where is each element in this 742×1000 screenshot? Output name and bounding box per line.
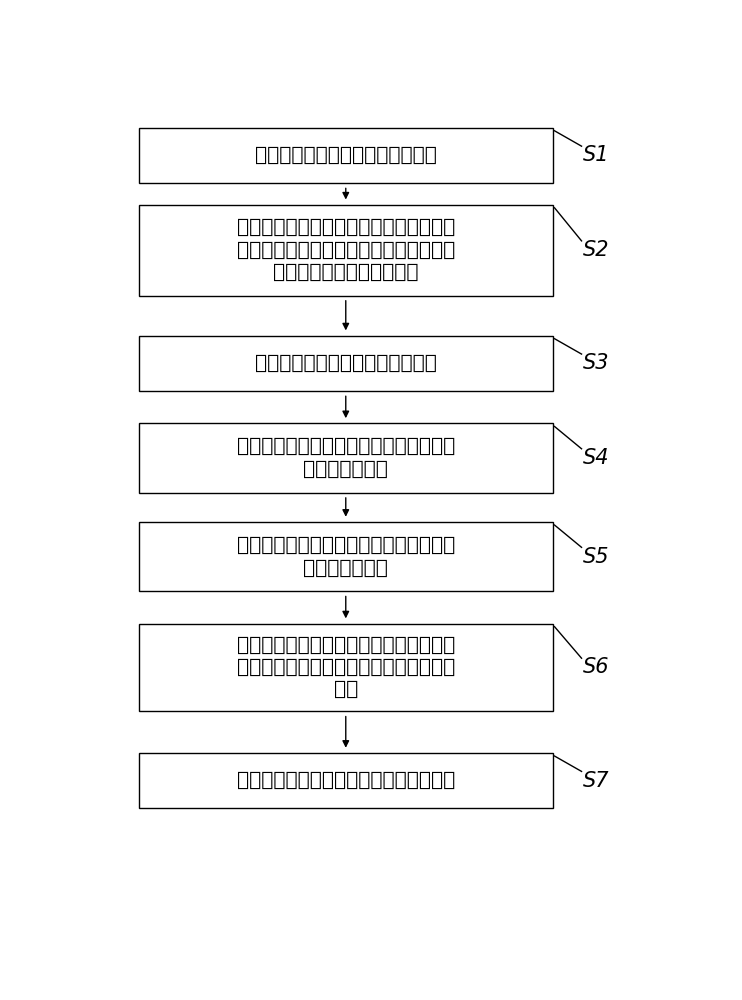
Text: S6: S6: [582, 657, 609, 677]
Text: 得到去噪接收光: 得到去噪接收光: [303, 460, 388, 479]
Text: 调制信号后按调制时长做卷积，同时，按: 调制信号后按调制时长做卷积，同时，按: [237, 241, 455, 260]
Bar: [139, 336, 553, 391]
Bar: [139, 753, 553, 808]
Bar: [139, 522, 553, 591]
Bar: [139, 624, 553, 711]
Text: S7: S7: [582, 771, 609, 791]
Text: 根据卷积极大值位置获取发收时长: 根据卷积极大值位置获取发收时长: [255, 354, 437, 373]
Text: 获取发射光的发射光归一值、去噪接收光: 获取发射光的发射光归一值、去噪接收光: [237, 536, 455, 555]
Bar: [139, 128, 553, 183]
Text: 根据发射光归一值、接收光归一值、发收: 根据发射光归一值、接收光归一值、发收: [237, 636, 455, 655]
Text: 超过调制时间存储接收信号: 超过调制时间存储接收信号: [273, 263, 418, 282]
Text: S4: S4: [582, 448, 609, 468]
Text: S2: S2: [582, 240, 609, 260]
Text: 对发收时长后的接收信号进行去噪处理以: 对发收时长后的接收信号进行去噪处理以: [237, 437, 455, 456]
Text: S5: S5: [582, 547, 609, 567]
Text: 以发射时间为时间起点，对接收信号除以: 以发射时间为时间起点，对接收信号除以: [237, 218, 455, 237]
Text: 速率: 速率: [334, 680, 358, 699]
Text: S1: S1: [582, 145, 609, 165]
Bar: [139, 423, 553, 493]
Text: S3: S3: [582, 353, 609, 373]
Text: 时长以及待测目标的速率的函数关系得到: 时长以及待测目标的速率的函数关系得到: [237, 658, 455, 677]
Bar: [139, 205, 553, 296]
Text: 根据光速与发收时长得到待测目标的距离: 根据光速与发收时长得到待测目标的距离: [237, 771, 455, 790]
Text: 朝向待测目标发射光强调制的激光: 朝向待测目标发射光强调制的激光: [255, 146, 437, 165]
Text: 的接收光归一值: 的接收光归一值: [303, 559, 388, 578]
